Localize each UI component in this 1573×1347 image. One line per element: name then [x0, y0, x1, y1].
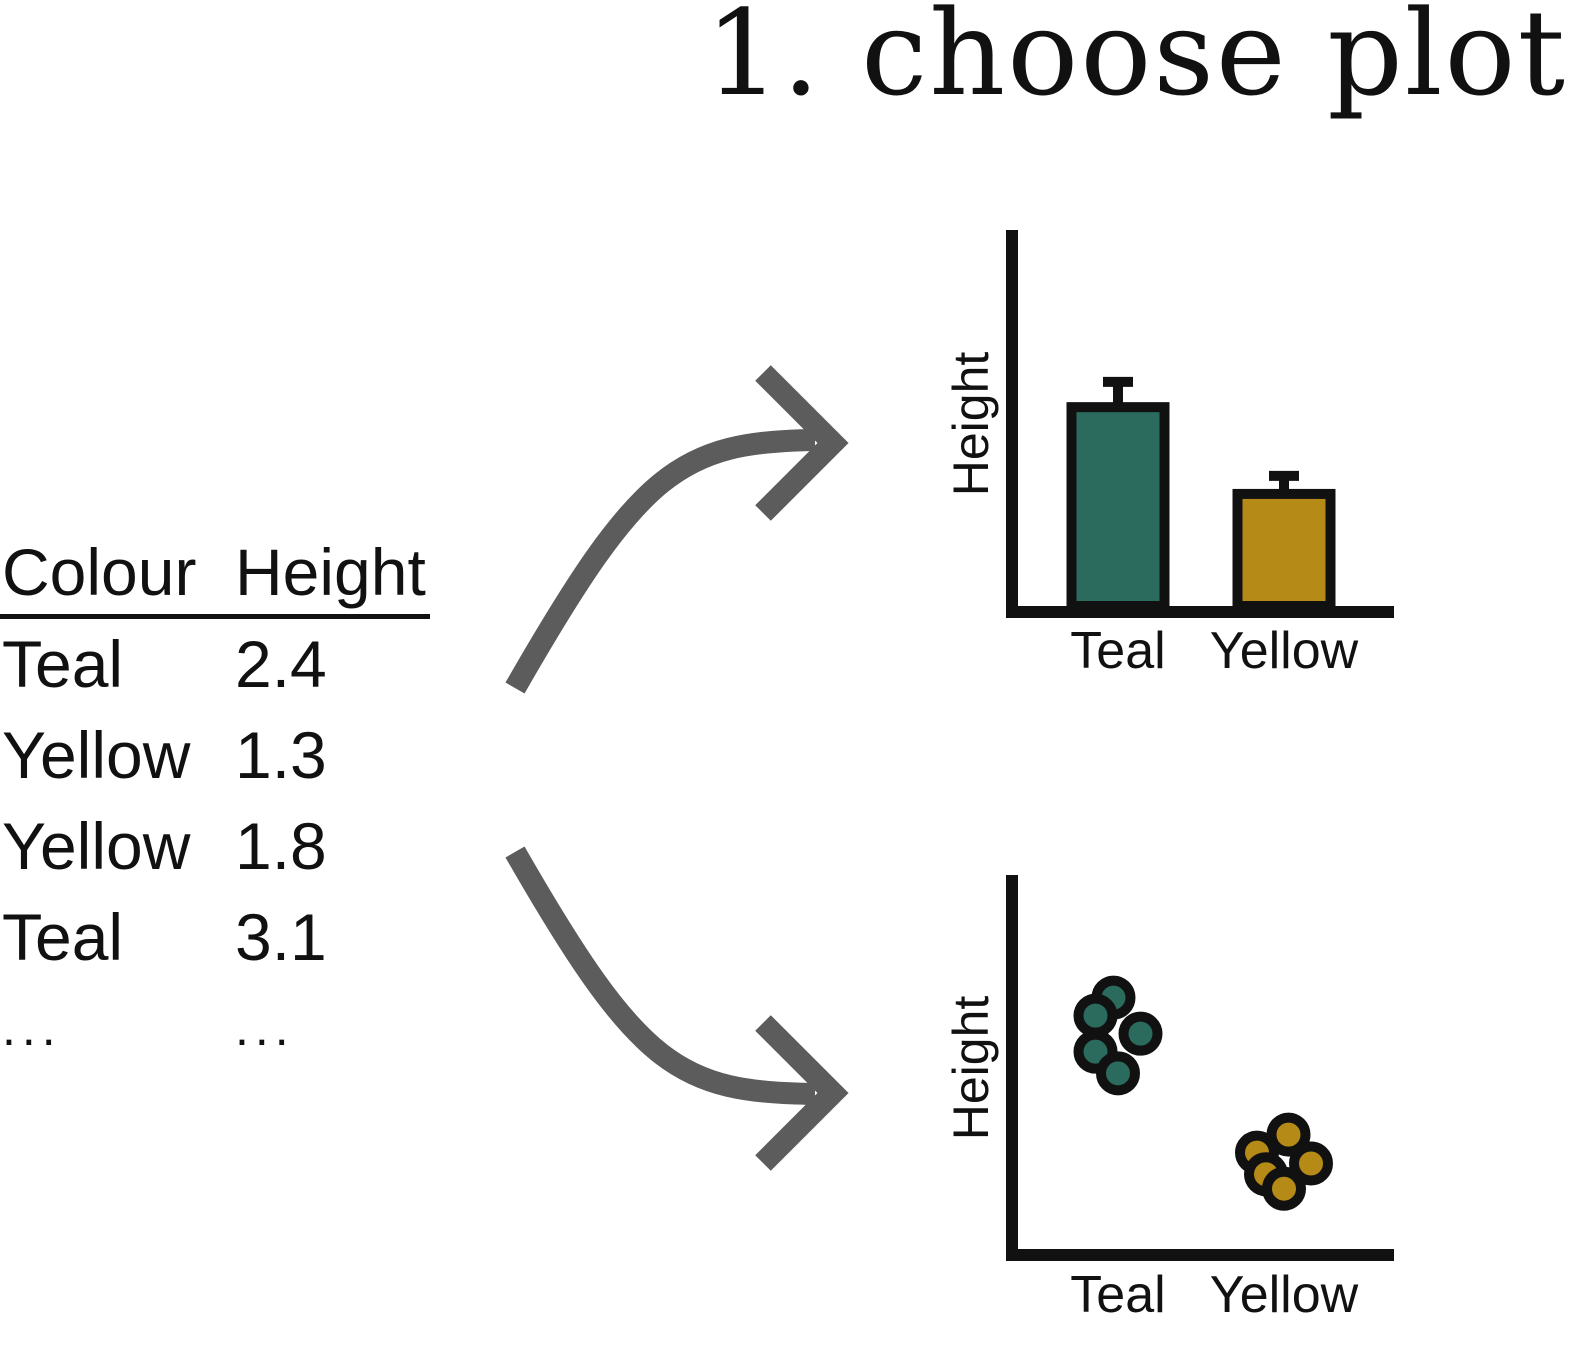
table-row: Teal 2.4	[0, 619, 430, 710]
table-cell-height: 3.1	[235, 900, 327, 974]
dot-plot: Height Teal Yellow	[943, 875, 1394, 1324]
dot-plot-y-label: Height	[943, 996, 999, 1141]
data-point	[1262, 1166, 1306, 1211]
page-title: 1. choose plot	[705, 0, 1567, 122]
table-cell-ellipsis: ...	[235, 1000, 295, 1056]
x-tick-label-yellow: Yellow	[1210, 1266, 1359, 1324]
table-header: Colour Height	[0, 530, 430, 619]
arrow-curve-up	[505, 429, 816, 694]
bar-chart-y-label: Height	[943, 352, 999, 497]
table-cell-colour: Teal	[2, 627, 124, 701]
arrow-curve-down	[505, 846, 816, 1105]
table-cell-height: 2.4	[235, 627, 327, 701]
x-tick-label-yellow: Yellow	[1210, 622, 1359, 680]
bar-marks	[1066, 376, 1336, 611]
dot-marks	[1073, 975, 1333, 1211]
data-point	[1289, 1141, 1333, 1186]
table-cell-height: 1.8	[235, 809, 327, 883]
table-row: ... ...	[0, 983, 430, 1074]
bar-chart-axes	[1006, 230, 1394, 618]
table-row: Yellow 1.8	[0, 801, 430, 892]
data-table: Colour Height Teal 2.4 Yellow 1.3 Yellow…	[0, 530, 430, 1074]
x-tick-label-teal: Teal	[1070, 1266, 1165, 1324]
table-row: Yellow 1.3	[0, 710, 430, 801]
arrow-to-dot-plot	[505, 846, 849, 1171]
data-point	[1118, 1011, 1163, 1056]
data-point	[1266, 1112, 1311, 1157]
data-point	[1096, 1051, 1140, 1096]
bar	[1066, 402, 1170, 611]
column-header-height: Height	[235, 535, 426, 609]
x-tick-label-teal: Teal	[1070, 622, 1165, 680]
data-point	[1073, 993, 1118, 1038]
arrow-head-up	[755, 365, 849, 521]
table-cell-height: 1.3	[235, 718, 327, 792]
column-header-colour: Colour	[2, 535, 197, 609]
dot-plot-axes	[1006, 875, 1394, 1261]
table-cell-ellipsis: ...	[2, 1000, 62, 1056]
table-cell-colour: Yellow	[2, 809, 191, 883]
arrow-head-down	[755, 1015, 849, 1171]
table-row: Teal 3.1	[0, 892, 430, 983]
arrow-to-bar-chart	[505, 365, 849, 694]
bar-chart: Height Teal Yellow	[943, 230, 1394, 680]
table-cell-colour: Yellow	[2, 718, 191, 792]
bar	[1232, 488, 1336, 611]
table-cell-colour: Teal	[2, 900, 124, 974]
